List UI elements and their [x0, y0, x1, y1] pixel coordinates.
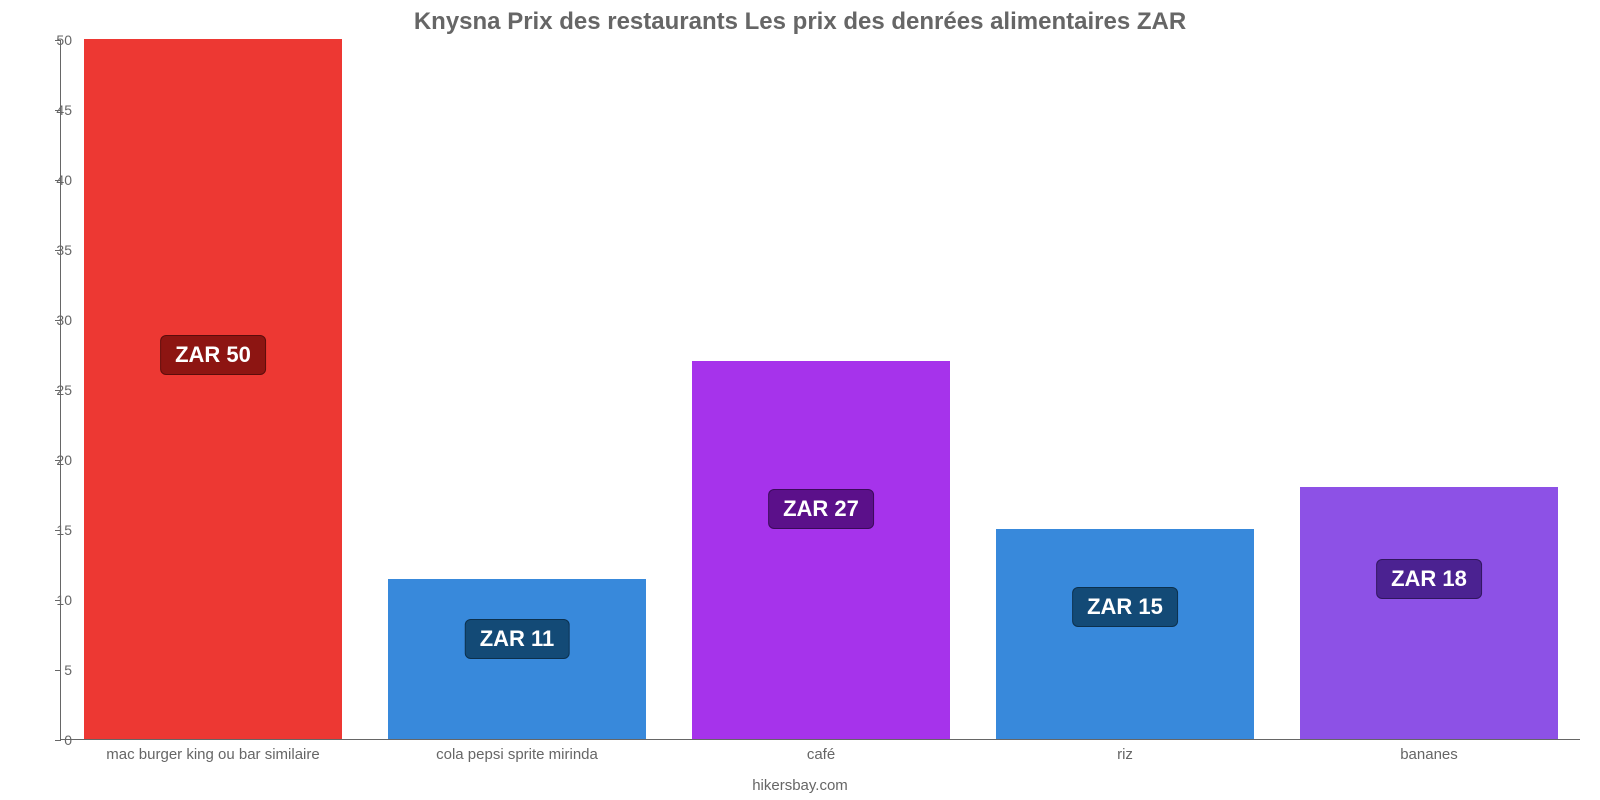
x-axis-label: riz	[1117, 746, 1133, 763]
bar	[996, 529, 1254, 739]
chart-title: Knysna Prix des restaurants Les prix des…	[0, 8, 1600, 36]
data-label: ZAR 15	[1072, 587, 1178, 627]
y-axis-label: 0	[64, 732, 72, 748]
price-bar-chart: Knysna Prix des restaurants Les prix des…	[0, 0, 1600, 800]
data-label: ZAR 11	[465, 619, 570, 659]
x-axis-label: cola pepsi sprite mirinda	[436, 746, 598, 763]
y-axis-label: 5	[64, 662, 72, 678]
x-axis-label: mac burger king ou bar similaire	[106, 746, 319, 763]
data-label: ZAR 18	[1376, 559, 1482, 599]
y-axis-label: 35	[56, 242, 72, 258]
x-axis-label: café	[807, 746, 835, 763]
y-axis-label: 15	[56, 522, 72, 538]
bar	[388, 579, 646, 739]
data-label: ZAR 50	[160, 335, 266, 375]
y-tick	[55, 740, 61, 741]
data-label: ZAR 27	[768, 489, 874, 529]
y-tick	[55, 670, 61, 671]
y-axis-label: 10	[56, 592, 72, 608]
chart-credit: hikersbay.com	[0, 777, 1600, 794]
bar	[1300, 487, 1558, 739]
y-axis-label: 25	[56, 382, 72, 398]
y-axis-label: 45	[56, 102, 72, 118]
x-axis-label: bananes	[1400, 746, 1458, 763]
bar	[84, 39, 342, 739]
y-axis-label: 20	[56, 452, 72, 468]
y-axis-label: 50	[56, 32, 72, 48]
plot-area: ZAR 50mac burger king ou bar similaireZA…	[60, 40, 1580, 740]
y-axis-label: 30	[56, 312, 72, 328]
bar	[692, 361, 950, 739]
y-axis-label: 40	[56, 172, 72, 188]
